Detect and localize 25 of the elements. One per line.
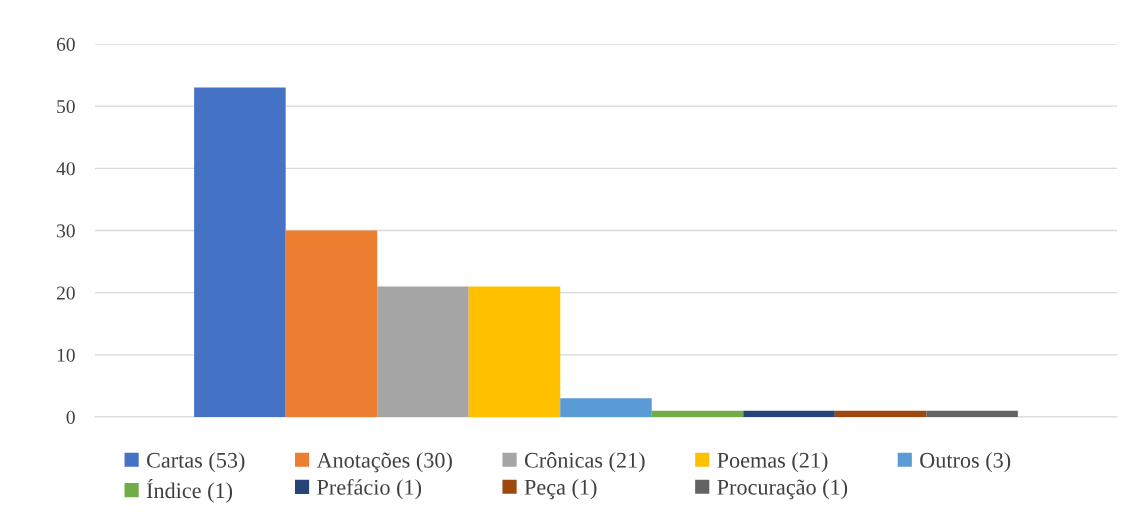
bar	[377, 286, 469, 417]
legend-label: Peça (1)	[524, 479, 597, 500]
bar	[560, 398, 652, 417]
y-tick-label: 50	[57, 99, 75, 114]
legend-label: Crônicas (21)	[524, 452, 645, 473]
legend-label: Outros (3)	[920, 452, 1011, 473]
legend-label: Índice (1)	[146, 478, 233, 503]
legend-label: Procuração (1)	[717, 479, 848, 500]
bar	[743, 410, 835, 417]
legend-label: Poemas (21)	[717, 452, 828, 473]
bar	[651, 410, 744, 417]
y-tick-label: 10	[57, 348, 75, 362]
y-tick-label: 20	[56, 286, 75, 300]
bar	[834, 410, 927, 417]
y-tick-label: 30	[57, 224, 75, 238]
legend-label: Anotações (30)	[316, 452, 452, 473]
bar	[468, 286, 561, 417]
y-tick-label: 40	[56, 162, 75, 176]
bar	[194, 87, 286, 417]
bar	[285, 230, 378, 417]
y-tick-label: 60	[56, 37, 75, 51]
bar	[926, 410, 1018, 417]
legend-label: Cartas (53)	[146, 452, 245, 473]
y-tick-label: 0	[66, 410, 75, 424]
legend-label: Prefácio (1)	[317, 478, 422, 500]
